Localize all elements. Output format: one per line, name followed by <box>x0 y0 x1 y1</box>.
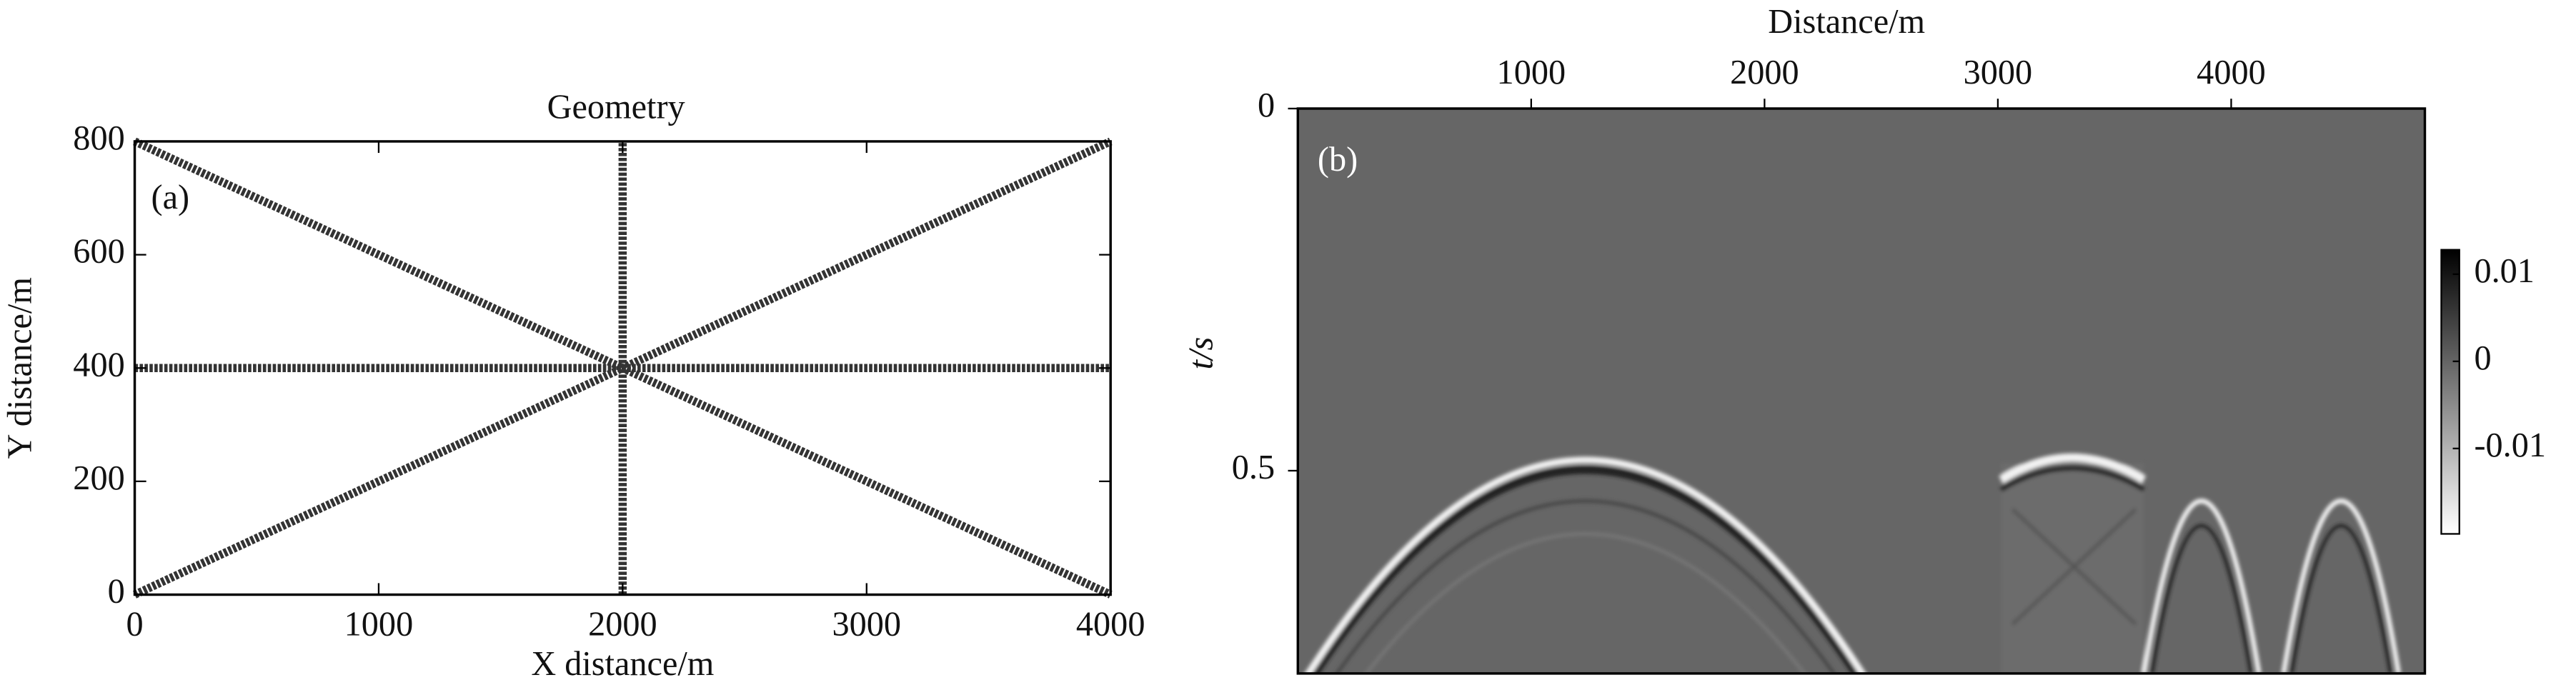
x-tick-label: 1000 <box>1497 54 1566 91</box>
colorbar-tick-label: 0 <box>2474 339 2491 377</box>
x-tick-label: 3000 <box>1964 54 2033 91</box>
y-tick-label: 0 <box>108 573 125 611</box>
seismic-image <box>1298 108 2425 674</box>
x-tick-label: 2000 <box>1730 54 1799 91</box>
y-tick-label: 0 <box>1258 86 1275 124</box>
x-axis-label: Distance/m <box>1768 3 1925 41</box>
colorbar-tick-label: -0.01 <box>2474 426 2546 464</box>
x-tick-label: 4000 <box>1076 606 1145 644</box>
x-tick-label: 4000 <box>2197 54 2266 91</box>
x-tick-label: 3000 <box>832 606 902 644</box>
y-tick-label: 400 <box>73 346 124 384</box>
x-axis-label: X distance/m <box>531 645 714 683</box>
y-tick-label: 800 <box>73 119 124 157</box>
panel-label: (a) <box>151 179 190 216</box>
x-tick-label: 0 <box>126 606 143 644</box>
y-axis-label: Y distance/m <box>1 277 39 459</box>
chart-title: Geometry <box>547 88 685 126</box>
panel-label: (b) <box>1318 141 1358 179</box>
y-tick-label: 200 <box>73 459 124 497</box>
y-tick-label: 0.5 <box>1232 449 1275 486</box>
x-tick-label: 1000 <box>344 606 414 644</box>
y-axis-label: t/s <box>1182 337 1220 370</box>
y-tick-label: 600 <box>73 233 124 271</box>
colorbar-tick-label: 0.01 <box>2474 252 2534 290</box>
x-tick-label: 2000 <box>588 606 657 644</box>
plot-frame <box>1296 107 2427 675</box>
colorbar <box>2440 249 2460 535</box>
